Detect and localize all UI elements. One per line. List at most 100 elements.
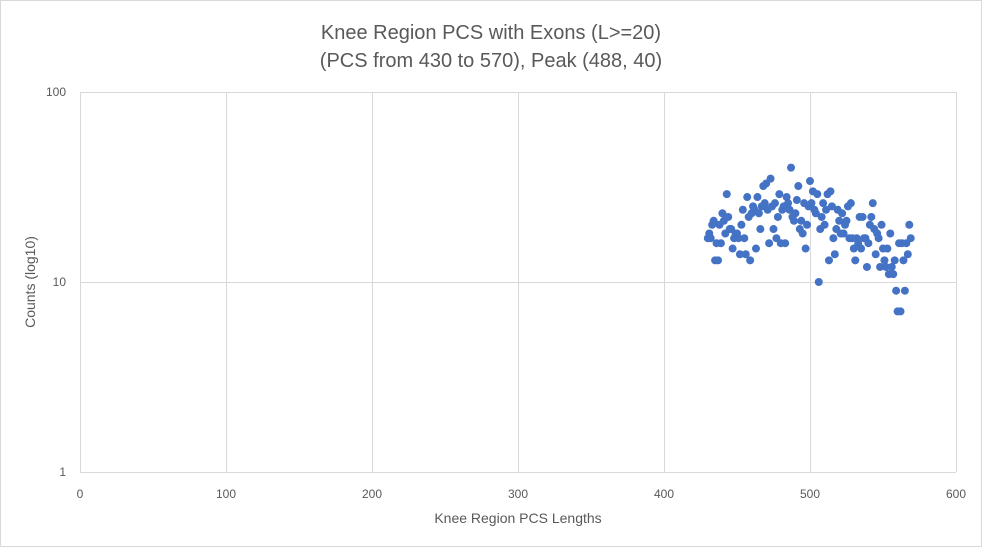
data-point: [722, 190, 731, 199]
data-point: [868, 199, 877, 208]
data-point: [838, 209, 847, 218]
data-point: [899, 256, 908, 265]
y-tick-label: 1: [59, 465, 66, 479]
data-point: [826, 187, 835, 196]
data-point: [775, 190, 784, 199]
data-point: [709, 216, 718, 225]
data-point: [746, 256, 755, 265]
x-tick-label: 100: [216, 487, 236, 501]
data-point: [846, 199, 855, 208]
data-point: [881, 262, 890, 271]
tick-labels: 0 100 200 300 400 500 600 1 10 100: [46, 85, 966, 501]
data-point: [794, 182, 803, 191]
x-tick-label: 300: [508, 487, 528, 501]
gridlines: [80, 92, 957, 473]
data-point: [851, 256, 860, 265]
data-point: [849, 244, 858, 253]
data-point: [892, 286, 901, 295]
data-point: [871, 250, 880, 259]
data-point: [754, 209, 763, 218]
x-tick-label: 200: [362, 487, 382, 501]
data-points: [703, 163, 915, 316]
data-point: [817, 212, 826, 221]
y-tick-label: 10: [53, 275, 67, 289]
data-point: [877, 220, 886, 229]
data-point: [905, 220, 914, 229]
data-point: [797, 216, 806, 225]
data-point: [822, 205, 831, 214]
data-point: [827, 202, 836, 211]
data-point: [807, 199, 816, 208]
chart-title-line-1: Knee Region PCS with Exons (L>=20): [321, 22, 661, 44]
data-point: [842, 216, 851, 225]
data-point: [824, 256, 833, 265]
data-point: [735, 250, 744, 259]
data-point: [814, 278, 823, 286]
data-point: [760, 199, 769, 208]
chart-title-line-2: (PCS from 430 to 570), Peak (488, 40): [320, 50, 662, 72]
data-point: [741, 250, 750, 259]
data-point: [903, 250, 912, 259]
data-point: [784, 199, 793, 208]
data-point: [791, 209, 800, 218]
data-point: [781, 239, 790, 248]
data-point: [862, 262, 871, 271]
data-point: [820, 220, 829, 229]
data-point: [718, 209, 727, 218]
data-point: [819, 199, 828, 208]
data-point: [706, 234, 715, 243]
data-point: [886, 229, 895, 238]
data-point: [789, 216, 798, 225]
data-point: [874, 234, 883, 243]
data-point: [835, 216, 844, 225]
data-point: [734, 234, 743, 243]
data-point: [792, 196, 801, 205]
data-point: [829, 234, 838, 243]
data-point: [751, 244, 760, 253]
data-point: [737, 220, 746, 229]
y-axis-title: Counts (log10): [22, 236, 38, 328]
data-point: [766, 174, 775, 183]
data-point: [887, 262, 896, 271]
data-point: [773, 212, 782, 221]
x-tick-label: 400: [654, 487, 674, 501]
data-point: [782, 193, 791, 202]
data-point: [738, 205, 747, 214]
x-tick-label: 0: [77, 487, 84, 501]
data-point: [864, 239, 873, 248]
data-point: [801, 244, 810, 253]
data-point: [785, 205, 794, 214]
data-point: [743, 193, 752, 202]
data-point: [798, 229, 807, 238]
data-point: [906, 234, 915, 243]
data-point: [830, 250, 839, 259]
data-point: [770, 199, 779, 208]
data-point: [811, 209, 820, 218]
data-point: [714, 256, 723, 265]
y-tick-label: 100: [46, 85, 66, 99]
data-point: [756, 225, 765, 234]
data-point: [880, 256, 889, 265]
data-point: [813, 190, 822, 199]
data-point: [724, 212, 733, 221]
x-axis-title: Knee Region PCS Lengths: [434, 510, 601, 526]
data-point: [806, 177, 814, 186]
data-point: [867, 212, 876, 221]
data-point: [740, 234, 749, 243]
data-point: [787, 163, 796, 172]
data-point: [765, 239, 774, 248]
data-point: [803, 220, 812, 229]
data-point: [858, 212, 867, 221]
data-point: [890, 256, 899, 265]
data-point: [839, 229, 848, 238]
data-point: [889, 270, 898, 279]
data-point: [728, 244, 737, 253]
data-point: [857, 244, 866, 253]
x-tick-label: 500: [800, 487, 820, 501]
data-point: [769, 225, 778, 234]
data-point: [716, 239, 725, 248]
data-point: [896, 307, 905, 316]
data-point: [883, 244, 892, 253]
